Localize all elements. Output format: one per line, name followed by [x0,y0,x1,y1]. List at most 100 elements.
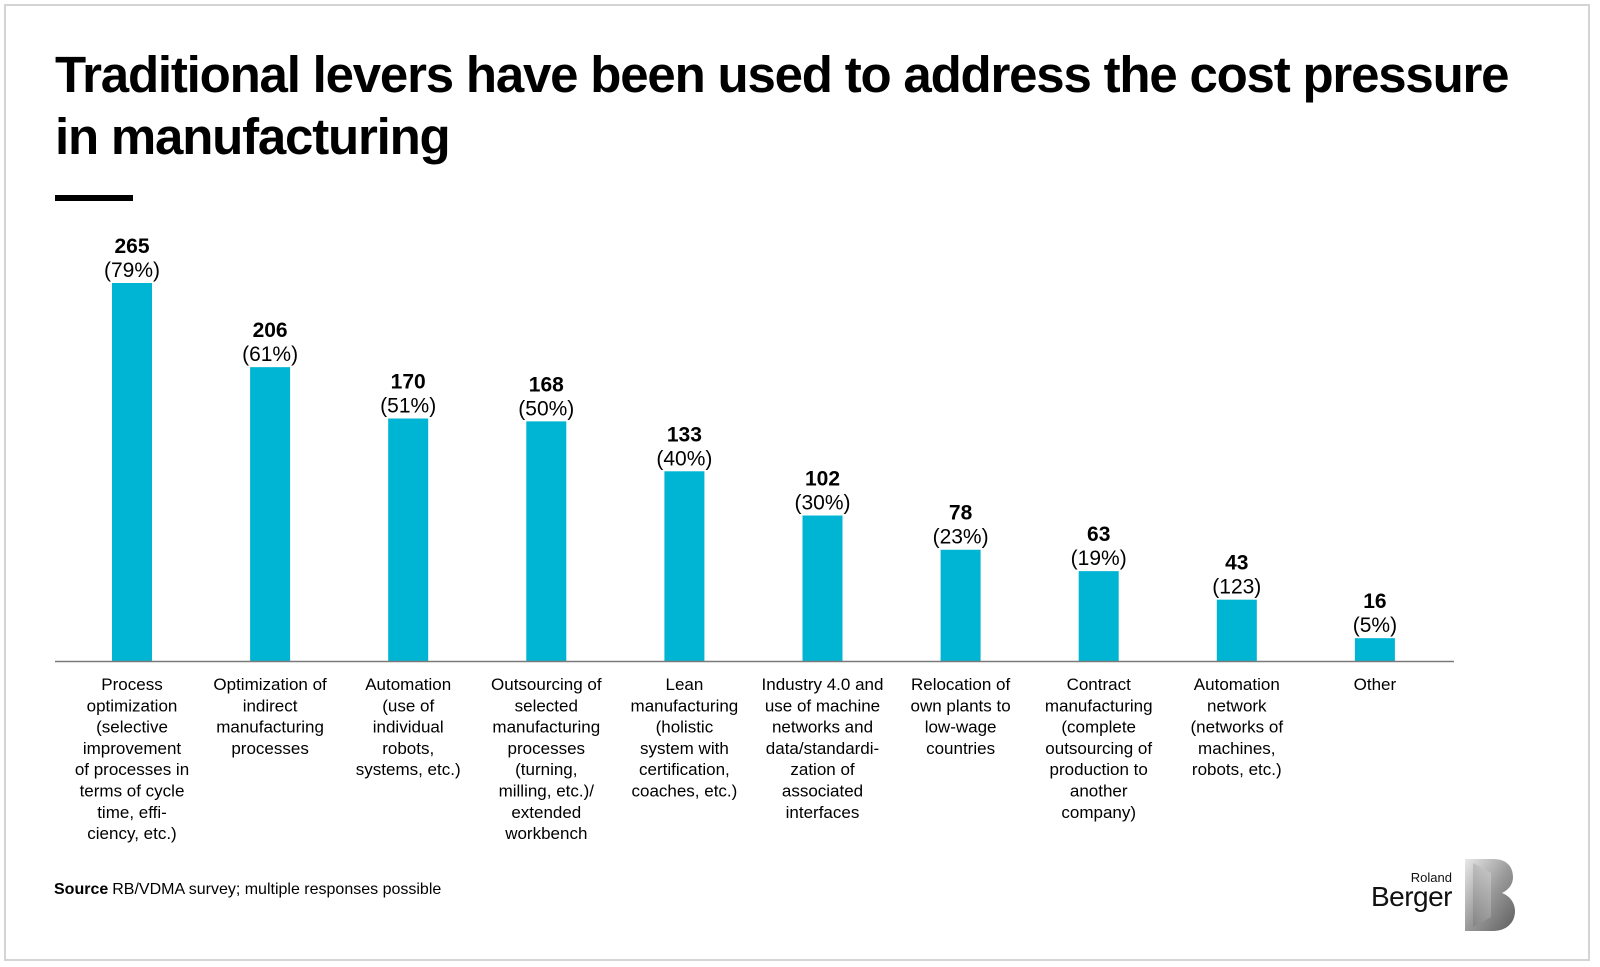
category-label-line: Industry 4.0 and [762,675,884,694]
category-label-line: selected [515,696,578,715]
bar-6 [802,515,843,661]
percent-label-7: (23%) [933,526,989,549]
value-label-3: 170 [391,371,426,394]
category-label-line: data/standardi- [766,739,879,758]
source-note: Source RB/VDMA survey; multiple responses… [54,881,441,899]
category-label-line: terms of cycle [80,782,185,801]
category-label-line: ciency, etc.) [87,824,176,843]
category-label-line: Automation [365,675,451,694]
category-label-line: processes [231,739,308,758]
roland-berger-logo: Roland Berger [1370,859,1532,939]
category-label-line: individual [373,718,444,737]
category-label-line: manufacturing [631,696,739,715]
category-label-line: networks and [772,718,873,737]
percent-label-10: (5%) [1353,614,1397,637]
slide-frame: Traditional levers have been used to add… [4,4,1590,961]
bar-chart: 265(79%) Process optimization (selective imp… [55,235,1454,843]
category-label-6: Industry 4.0 and use of machine networks a… [762,675,884,822]
category-label-8: Contract manufacturing (complete outsourcin… [1045,675,1153,822]
category-label-line: (networks of [1191,718,1284,737]
value-label-9: 43 [1225,552,1248,575]
bar-3 [388,418,429,661]
category-label-1: Process optimization (selective improvement… [75,675,189,843]
category-label-line: robots, etc.) [1192,760,1282,779]
category-label-line: manufacturing [1045,696,1153,715]
category-label-line: manufacturing [492,718,600,737]
category-label-line: workbench [504,824,587,843]
category-label-line: (complete [1061,718,1136,737]
category-label-line: certification, [639,760,730,779]
category-label-line: processes [508,739,585,758]
title-underline [55,195,133,201]
category-label-line: (turning, [515,760,577,779]
bar-2 [250,367,291,661]
category-label-line: indirect [243,696,298,715]
category-label-line: Process [101,675,162,694]
percent-label-4: (50%) [518,397,574,420]
category-label-line: network [1207,696,1267,715]
category-label-2: Optimization of indirect manufacturing proc… [213,675,327,758]
category-label-line: (use of [382,696,434,715]
category-label-line: Lean [665,675,703,694]
source-label: Source [54,881,109,898]
value-label-2: 206 [253,319,288,342]
category-label-line: of processes in [75,760,189,779]
category-label-7: Relocation of own plants to low-wage countr… [911,675,1011,758]
bar-10 [1354,638,1395,661]
bar-7 [940,549,981,661]
percent-label-6: (30%) [794,492,850,515]
category-label-line: Relocation of [911,675,1011,694]
value-label-8: 63 [1087,523,1110,546]
percent-label-2: (61%) [242,343,298,366]
percent-label-9: (123) [1212,576,1261,599]
category-label-line: (selective [96,718,168,737]
value-label-5: 133 [667,423,702,446]
category-label-line: optimization [87,696,178,715]
category-label-line: Optimization of [213,675,327,694]
value-label-6: 102 [805,468,840,491]
category-label-line: Outsourcing of [491,675,602,694]
category-label-4: Outsourcing of selected manufacturing proce… [491,675,602,843]
value-label-4: 168 [529,373,564,396]
value-label-10: 16 [1363,590,1386,613]
category-label-line: milling, etc.)/ [499,782,595,801]
category-label-line: company) [1061,803,1136,822]
source-text: RB/VDMA survey; multiple responses possi… [112,881,442,898]
page-title: Traditional levers have been used to add… [55,46,1510,165]
category-label-line: coaches, etc.) [631,782,737,801]
logo-berger: Berger [1370,881,1453,912]
value-label-1: 265 [114,235,149,258]
percent-label-1: (79%) [104,259,160,282]
category-label-line: low-wage [925,718,997,737]
category-label-line: Automation [1194,675,1280,694]
category-label-3: Automation (use of individual robots, system… [356,675,461,779]
category-label-line: robots, [382,739,434,758]
category-label-line: use of machine [765,696,880,715]
bar-9 [1216,599,1257,661]
category-label-line: (holistic [656,718,714,737]
bar-8 [1078,571,1119,661]
category-label-line: systems, etc.) [356,760,461,779]
category-label-line: machines, [1198,739,1275,758]
logo-roland: Roland [1410,870,1452,885]
category-label-line: zation of [790,760,855,779]
category-label-line: improvement [83,739,182,758]
category-label-line: system with [640,739,729,758]
category-label-9: Automation network (networks of machines, ro… [1191,675,1284,779]
bar-5 [664,471,705,661]
category-label-line: another [1070,782,1128,801]
category-label-line: manufacturing [216,718,324,737]
category-label-line: Other [1354,675,1397,694]
category-label-line: time, effi- [97,803,167,822]
category-label-10: Other [1354,675,1397,694]
category-label-line: associated [782,782,863,801]
category-label-line: Contract [1067,675,1132,694]
value-label-7: 78 [949,502,973,525]
bar-4 [526,421,567,661]
category-label-line: interfaces [786,803,860,822]
category-label-line: own plants to [911,696,1011,715]
percent-label-8: (19%) [1071,547,1127,570]
bar-1 [112,283,152,661]
percent-label-5: (40%) [656,447,712,470]
category-label-5: Lean manufacturing (holistic system with cer… [631,675,739,801]
